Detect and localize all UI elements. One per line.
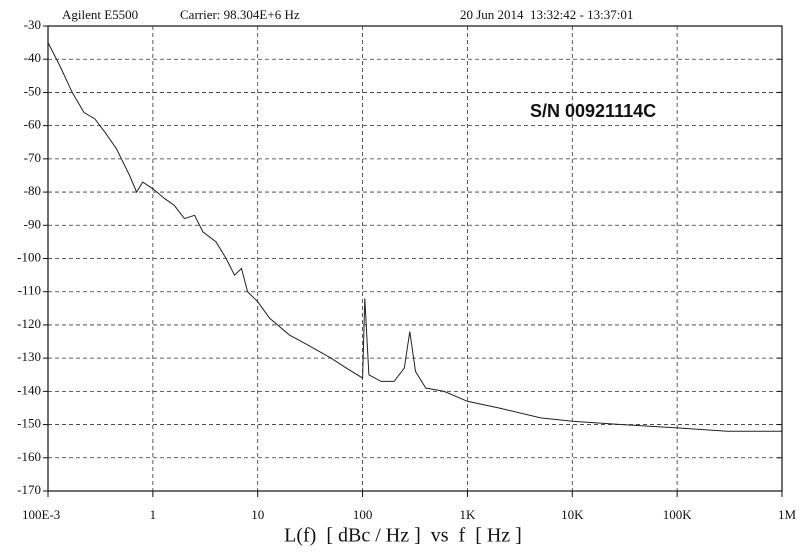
carrier: Carrier: 98.304E+6 Hz xyxy=(180,7,300,22)
x-tick-label: 100K xyxy=(663,507,693,522)
x-axis-label: L(f) [ dBc / Hz ] vs f [ Hz ] xyxy=(284,525,522,547)
x-tick-label: 1M xyxy=(778,507,797,522)
y-tick-label: -150 xyxy=(17,416,41,431)
timestamp: 20 Jun 2014 13:32:42 - 13:37:01 xyxy=(460,7,633,22)
x-tick-label: 10K xyxy=(561,507,584,522)
y-tick-label: -160 xyxy=(17,449,41,464)
noise-trace xyxy=(47,42,782,432)
y-tick-label: -40 xyxy=(24,50,41,65)
y-tick-label: -80 xyxy=(24,183,41,198)
y-tick-label: -140 xyxy=(17,382,41,397)
y-tick-label: -60 xyxy=(24,117,41,132)
y-tick-label: -90 xyxy=(24,216,41,231)
x-tick-label: 10 xyxy=(251,507,264,522)
x-tick-label: 100E-3 xyxy=(22,507,60,522)
annotation: S/N 00921114C xyxy=(530,101,656,121)
y-tick-label: -70 xyxy=(24,150,41,165)
y-tick-label: -30 xyxy=(24,17,41,32)
y-tick-label: -110 xyxy=(18,283,41,298)
instrument: Agilent E5500 xyxy=(62,7,138,22)
y-tick-label: -130 xyxy=(17,349,41,364)
x-tick-label: 1K xyxy=(459,507,476,522)
x-tick-label: 1 xyxy=(150,507,157,522)
x-tick-label: 100 xyxy=(353,507,373,522)
y-tick-label: -120 xyxy=(17,316,41,331)
plot-frame xyxy=(47,25,783,492)
y-tick-label: -100 xyxy=(17,249,41,264)
y-tick-label: -170 xyxy=(17,482,41,497)
y-tick-label: -50 xyxy=(24,83,41,98)
